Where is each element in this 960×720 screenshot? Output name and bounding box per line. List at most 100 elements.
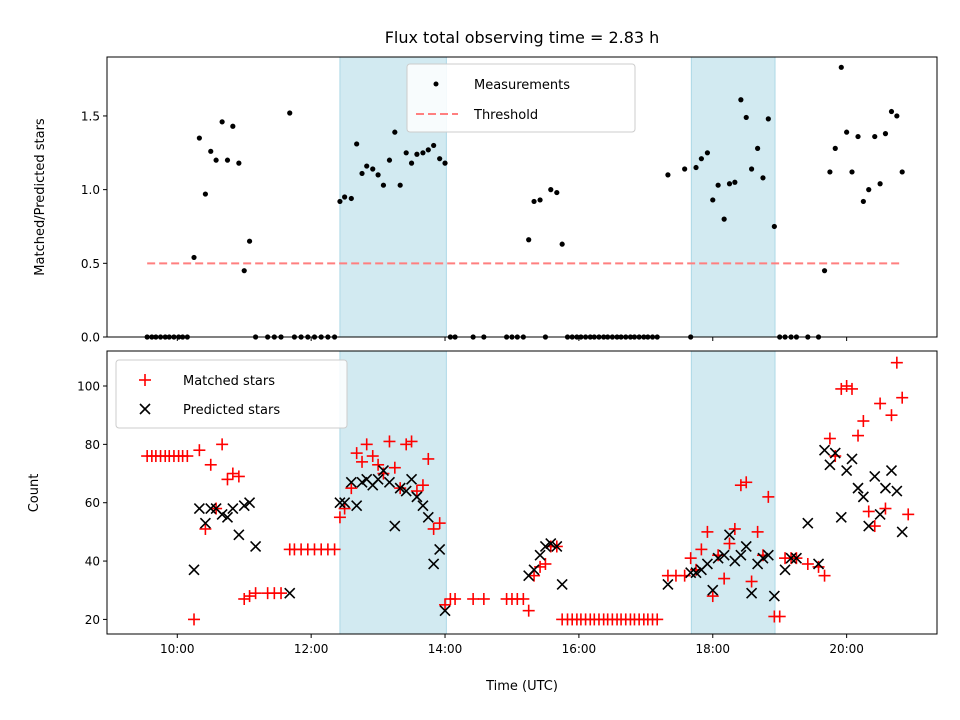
measurement-point xyxy=(220,119,225,124)
x-tick-label: 12:00 xyxy=(294,642,329,656)
y-tick-label: 1.0 xyxy=(81,183,100,197)
measurement-point xyxy=(197,135,202,140)
measurement-point xyxy=(844,130,849,135)
measurement-point xyxy=(693,165,698,170)
measurement-point xyxy=(354,141,359,146)
measurement-point xyxy=(359,171,364,176)
measurement-point xyxy=(744,115,749,120)
measurement-point xyxy=(889,109,894,114)
matched-stars-legend-label: Matched stars xyxy=(183,374,275,389)
measurement-point xyxy=(732,180,737,185)
measurement-point xyxy=(364,163,369,168)
measurement-point xyxy=(722,217,727,222)
measurement-point xyxy=(537,197,542,202)
measurement-point xyxy=(387,158,392,163)
y-tick-label: 0.0 xyxy=(81,331,100,345)
measurement-point xyxy=(560,242,565,247)
figure: 0.0 0.5 1.0 1.5 Flux total observing time =… xyxy=(0,0,960,720)
measurement-point xyxy=(225,158,230,163)
measurement-point xyxy=(822,268,827,273)
measurement-point xyxy=(242,268,247,273)
measurement-point xyxy=(287,110,292,115)
measurement-point xyxy=(705,150,710,155)
x-axis-label: Time (UTC) xyxy=(485,679,558,694)
y-tick-label: 40 xyxy=(85,555,100,569)
shaded-region-0 xyxy=(340,351,446,634)
measurement-point xyxy=(766,116,771,121)
threshold-legend-label: Threshold xyxy=(473,108,538,123)
y-tick-label: 0.5 xyxy=(81,257,100,271)
bottom-panel-y-label: Count xyxy=(27,474,42,513)
shaded-region-1 xyxy=(691,57,775,337)
measurement-point xyxy=(230,124,235,129)
x-tick-label: 14:00 xyxy=(428,642,463,656)
x-tick-label: 16:00 xyxy=(562,642,597,656)
x-tick-label: 20:00 xyxy=(829,642,864,656)
measurement-point xyxy=(855,134,860,139)
measurement-point xyxy=(727,181,732,186)
measurement-point xyxy=(420,150,425,155)
y-tick-label: 80 xyxy=(85,438,100,452)
measurement-point xyxy=(236,161,241,166)
bottom-panel-legend: Matched stars Predicted stars xyxy=(116,360,347,428)
measurement-point xyxy=(710,197,715,202)
measurement-point xyxy=(337,199,342,204)
measurement-point xyxy=(191,255,196,260)
measurement-point xyxy=(381,183,386,188)
measurement-point xyxy=(665,172,670,177)
measurement-point xyxy=(548,187,553,192)
measurement-point xyxy=(342,194,347,199)
y-tick-label: 60 xyxy=(85,496,100,510)
measurement-point xyxy=(900,169,905,174)
measurement-point xyxy=(375,172,380,177)
measurement-point xyxy=(833,146,838,151)
measurement-point xyxy=(404,150,409,155)
measurement-point xyxy=(203,191,208,196)
measurements-legend-marker xyxy=(434,82,439,87)
measurement-point xyxy=(772,224,777,229)
measurement-point xyxy=(861,199,866,204)
x-tick-label: 10:00 xyxy=(160,642,195,656)
measurement-point xyxy=(349,196,354,201)
y-tick-label: 100 xyxy=(77,380,100,394)
shaded-region-1 xyxy=(691,351,775,634)
measurement-point xyxy=(437,156,442,161)
measurement-point xyxy=(526,237,531,242)
measurement-point xyxy=(760,175,765,180)
measurement-point xyxy=(682,166,687,171)
measurement-point xyxy=(554,190,559,195)
measurement-point xyxy=(894,113,899,118)
measurement-point xyxy=(414,152,419,157)
measurement-point xyxy=(878,181,883,186)
measurement-point xyxy=(883,131,888,136)
top-panel-y-label: Matched/Predicted stars xyxy=(33,118,48,276)
measurement-point xyxy=(839,65,844,70)
measurement-point xyxy=(749,166,754,171)
measurement-point xyxy=(827,169,832,174)
chart-title: Flux total observing time = 2.83 h xyxy=(385,28,660,47)
predicted-stars-legend-label: Predicted stars xyxy=(183,403,280,418)
measurement-point xyxy=(872,134,877,139)
measurement-point xyxy=(392,130,397,135)
measurements-legend-label: Measurements xyxy=(474,78,570,93)
y-tick-label: 20 xyxy=(85,613,100,627)
measurement-point xyxy=(755,146,760,151)
x-tick-label: 18:00 xyxy=(695,642,730,656)
y-tick-label: 1.5 xyxy=(81,109,100,123)
measurement-point xyxy=(247,239,252,244)
measurement-point xyxy=(208,149,213,154)
top-panel-legend: Measurements Threshold xyxy=(407,64,635,132)
measurement-point xyxy=(531,199,536,204)
measurement-point xyxy=(370,166,375,171)
measurement-point xyxy=(426,147,431,152)
measurement-point xyxy=(214,158,219,163)
measurement-point xyxy=(442,161,447,166)
measurement-point xyxy=(699,156,704,161)
measurement-point xyxy=(849,169,854,174)
measurement-point xyxy=(716,183,721,188)
measurement-point xyxy=(398,183,403,188)
measurement-point xyxy=(866,187,871,192)
measurement-point xyxy=(409,161,414,166)
measurement-point xyxy=(738,97,743,102)
measurement-point xyxy=(431,143,436,148)
